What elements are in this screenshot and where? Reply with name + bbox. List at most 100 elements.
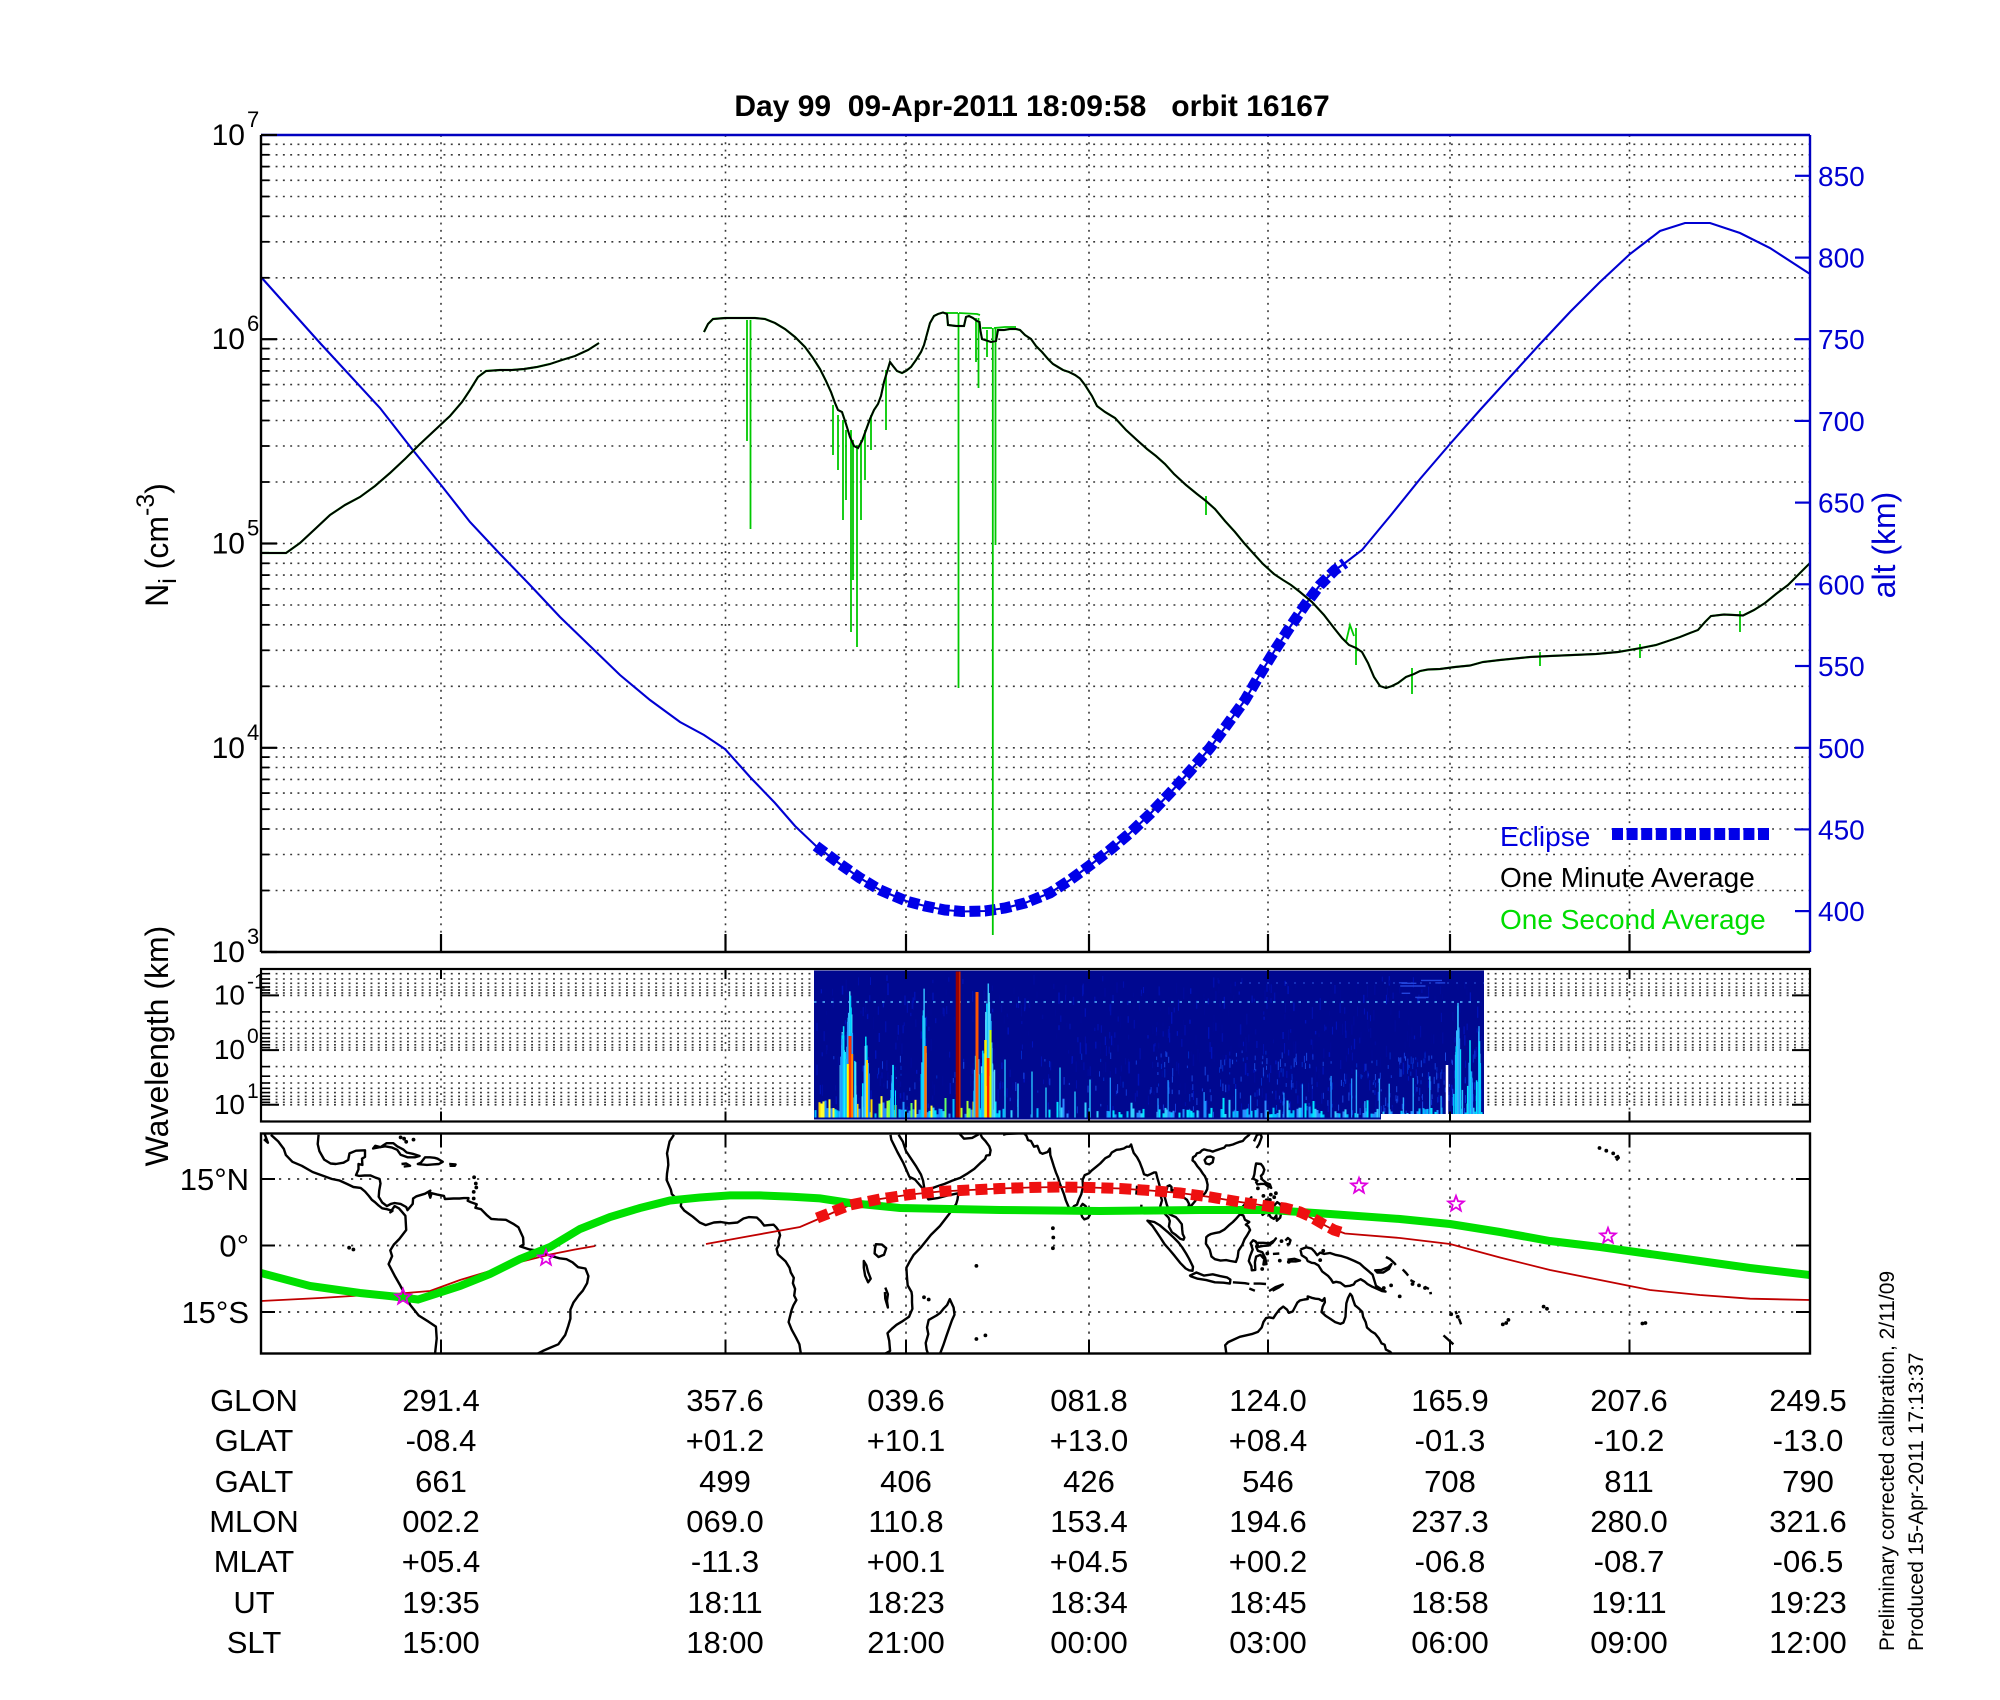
- svg-text:400: 400: [1818, 896, 1865, 927]
- svg-text:500: 500: [1818, 733, 1865, 764]
- svg-text:-06.8: -06.8: [1415, 1544, 1486, 1579]
- svg-text:10: 10: [212, 323, 245, 356]
- svg-text:165.9: 165.9: [1411, 1383, 1489, 1418]
- svg-text:499: 499: [699, 1464, 751, 1499]
- svg-text:249.5: 249.5: [1769, 1383, 1847, 1418]
- svg-text:MLAT: MLAT: [214, 1544, 294, 1579]
- svg-text:21:00: 21:00: [867, 1625, 945, 1660]
- svg-text:800: 800: [1818, 243, 1865, 274]
- svg-text:SLT: SLT: [227, 1625, 282, 1660]
- svg-text:15°S: 15°S: [181, 1295, 249, 1330]
- svg-text:19:35: 19:35: [402, 1585, 480, 1620]
- svg-text:0: 0: [247, 1025, 259, 1048]
- svg-text:-01.3: -01.3: [1415, 1423, 1486, 1458]
- svg-text:-10.2: -10.2: [1594, 1423, 1665, 1458]
- svg-text:+00.1: +00.1: [867, 1544, 945, 1579]
- svg-text:Preliminary corrected calibrat: Preliminary corrected calibration, 2/11/…: [1876, 1271, 1899, 1651]
- svg-text:10: 10: [214, 979, 245, 1010]
- svg-text:19:23: 19:23: [1769, 1585, 1847, 1620]
- svg-text:039.6: 039.6: [867, 1383, 945, 1418]
- svg-text:291.4: 291.4: [402, 1383, 480, 1418]
- svg-text:850: 850: [1818, 161, 1865, 192]
- svg-text:750: 750: [1818, 324, 1865, 355]
- svg-text:Ni (cm-3): Ni (cm-3): [132, 483, 182, 607]
- svg-text:+05.4: +05.4: [402, 1544, 480, 1579]
- svg-text:One Second Average: One Second Average: [1500, 904, 1766, 935]
- svg-text:0°: 0°: [219, 1229, 249, 1264]
- svg-text:One Minute Average: One Minute Average: [1500, 862, 1755, 893]
- svg-text:811: 811: [1604, 1464, 1653, 1499]
- svg-text:600: 600: [1818, 569, 1865, 600]
- svg-text:194.6: 194.6: [1229, 1504, 1307, 1539]
- svg-text:6: 6: [247, 311, 259, 336]
- svg-text:Wavelength (km): Wavelength (km): [139, 926, 175, 1167]
- svg-text:UT: UT: [233, 1585, 274, 1620]
- svg-text:+00.2: +00.2: [1229, 1544, 1307, 1579]
- svg-text:Produced 15-Apr-2011 17:13:37: Produced 15-Apr-2011 17:13:37: [1905, 1353, 1928, 1652]
- svg-text:426: 426: [1063, 1464, 1115, 1499]
- svg-text:10: 10: [212, 119, 245, 152]
- svg-text:10: 10: [214, 1089, 245, 1120]
- svg-text:Day 99 09-Apr-2011 18:09:58: Day 99 09-Apr-2011 18:09:58 orbit 16167: [734, 90, 1329, 123]
- svg-text:10: 10: [212, 732, 245, 765]
- svg-text:+08.4: +08.4: [1229, 1423, 1307, 1458]
- svg-text:237.3: 237.3: [1411, 1504, 1489, 1539]
- svg-text:10: 10: [212, 528, 245, 561]
- svg-text:GLAT: GLAT: [215, 1423, 294, 1458]
- svg-text:546: 546: [1242, 1464, 1294, 1499]
- svg-text:153.4: 153.4: [1050, 1504, 1128, 1539]
- svg-text:MLON: MLON: [209, 1504, 299, 1539]
- svg-text:+10.1: +10.1: [867, 1423, 945, 1458]
- svg-text:357.6: 357.6: [686, 1383, 764, 1418]
- svg-text:002.2: 002.2: [402, 1504, 480, 1539]
- svg-text:15°N: 15°N: [180, 1162, 249, 1197]
- svg-text:650: 650: [1818, 488, 1865, 519]
- svg-text:18:00: 18:00: [686, 1625, 764, 1660]
- svg-text:18:34: 18:34: [1050, 1585, 1128, 1620]
- svg-text:110.8: 110.8: [868, 1504, 943, 1539]
- svg-text:5: 5: [247, 516, 259, 541]
- svg-text:00:00: 00:00: [1050, 1625, 1128, 1660]
- svg-text:+04.5: +04.5: [1050, 1544, 1128, 1579]
- svg-text:450: 450: [1818, 814, 1865, 845]
- svg-text:alt (km): alt (km): [1866, 492, 1902, 599]
- svg-text:GLON: GLON: [210, 1383, 298, 1418]
- svg-text:GALT: GALT: [215, 1464, 294, 1499]
- svg-text:06:00: 06:00: [1411, 1625, 1489, 1660]
- svg-text:1: 1: [247, 1080, 259, 1103]
- svg-text:15:00: 15:00: [402, 1625, 480, 1660]
- svg-text:550: 550: [1818, 651, 1865, 682]
- svg-text:18:23: 18:23: [867, 1585, 945, 1620]
- svg-text:790: 790: [1782, 1464, 1834, 1499]
- svg-text:321.6: 321.6: [1769, 1504, 1847, 1539]
- svg-text:081.8: 081.8: [1050, 1383, 1128, 1418]
- svg-text:+01.2: +01.2: [686, 1423, 764, 1458]
- svg-text:12:00: 12:00: [1769, 1625, 1847, 1660]
- svg-text:661: 661: [415, 1464, 467, 1499]
- svg-text:19:11: 19:11: [1591, 1585, 1666, 1620]
- svg-text:Eclipse: Eclipse: [1500, 821, 1590, 852]
- svg-text:+13.0: +13.0: [1050, 1423, 1128, 1458]
- svg-text:207.6: 207.6: [1590, 1383, 1668, 1418]
- svg-text:280.0: 280.0: [1590, 1504, 1668, 1539]
- svg-text:03:00: 03:00: [1229, 1625, 1307, 1660]
- svg-text:10: 10: [214, 1034, 245, 1065]
- svg-text:3: 3: [247, 924, 259, 949]
- svg-text:069.0: 069.0: [686, 1504, 764, 1539]
- svg-text:-08.7: -08.7: [1594, 1544, 1665, 1579]
- svg-text:124.0: 124.0: [1229, 1383, 1307, 1418]
- svg-text:18:45: 18:45: [1229, 1585, 1307, 1620]
- svg-text:708: 708: [1424, 1464, 1476, 1499]
- svg-text:700: 700: [1818, 406, 1865, 437]
- svg-text:406: 406: [880, 1464, 932, 1499]
- svg-text:10: 10: [212, 936, 245, 969]
- svg-text:18:11: 18:11: [687, 1585, 762, 1620]
- svg-text:4: 4: [247, 720, 259, 745]
- svg-text:09:00: 09:00: [1590, 1625, 1668, 1660]
- svg-text:7: 7: [247, 107, 259, 132]
- svg-text:-11.3: -11.3: [691, 1544, 759, 1579]
- svg-text:-08.4: -08.4: [406, 1423, 477, 1458]
- svg-text:-06.5: -06.5: [1773, 1544, 1844, 1579]
- svg-text:-13.0: -13.0: [1773, 1423, 1844, 1458]
- svg-text:18:58: 18:58: [1411, 1585, 1489, 1620]
